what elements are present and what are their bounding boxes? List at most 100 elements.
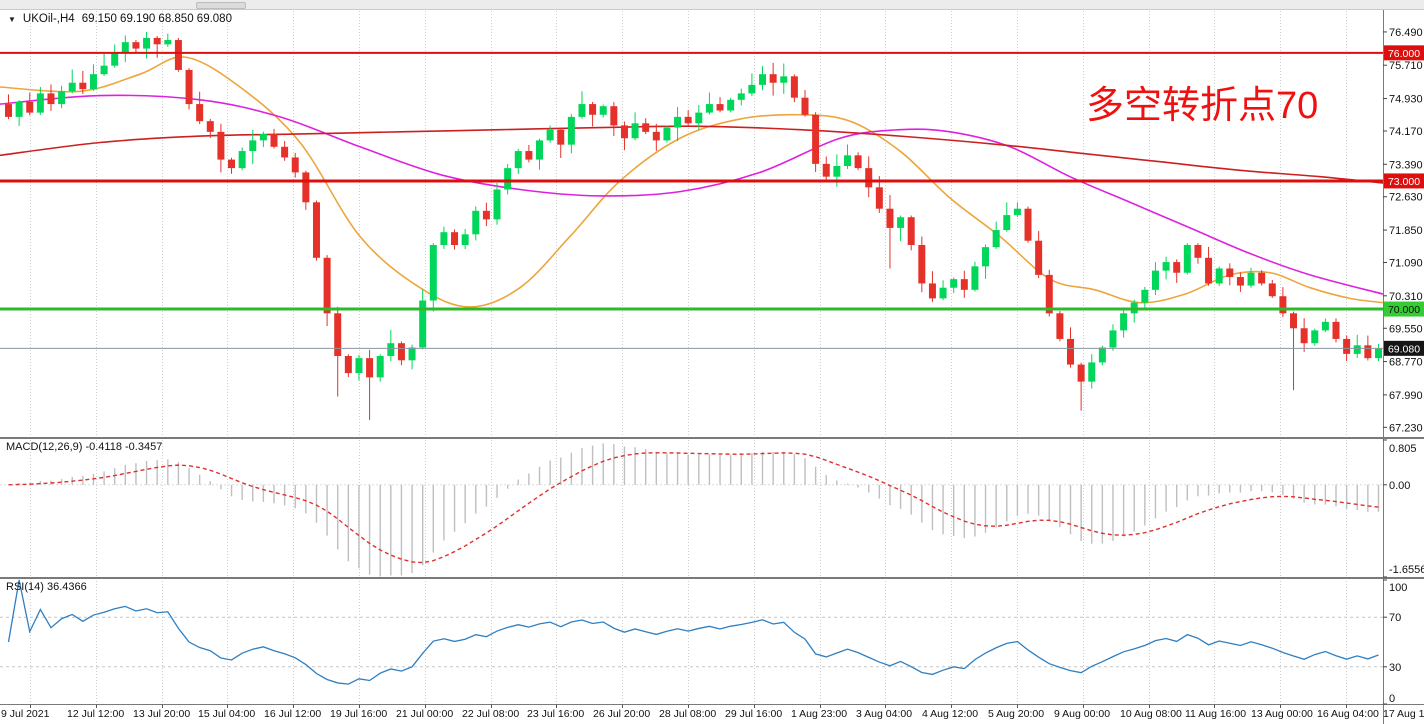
- time-axis-label: 23 Jul 16:00: [527, 708, 584, 720]
- macd-histogram: [18, 443, 1380, 577]
- candle-body: [928, 283, 936, 299]
- candle-body: [759, 74, 767, 85]
- price-badge-69.080: [1384, 340, 1424, 356]
- price-axis-label: 70.310: [1389, 291, 1423, 303]
- price-badge-label: 73.000: [1388, 176, 1420, 188]
- price-axis: 76.490 75.710 74.930 74.170 73.390 72.630 71.8…: [1383, 27, 1424, 434]
- candle-body: [121, 42, 129, 53]
- candle-body: [1045, 274, 1053, 314]
- candle-body: [833, 166, 841, 177]
- price-axis-label: 74.930: [1389, 94, 1423, 106]
- candle-body: [493, 189, 501, 220]
- candle-body: [1364, 345, 1372, 359]
- candle-body: [1003, 215, 1011, 231]
- candle-body: [36, 93, 44, 113]
- horizontal-level-lines: [0, 51, 1383, 349]
- candle-body: [291, 157, 299, 173]
- candle-body: [971, 266, 979, 290]
- candle-body: [270, 133, 278, 147]
- candle-body: [1205, 257, 1213, 284]
- candle-body: [567, 116, 575, 145]
- rsi-axis-label: 70: [1389, 612, 1401, 624]
- price-axis-label: 71.090: [1389, 258, 1423, 270]
- candle-body: [716, 104, 724, 111]
- price-badge-label: 76.000: [1388, 48, 1420, 60]
- rsi-axis-label: 0: [1389, 693, 1395, 705]
- candle-body: [217, 131, 225, 160]
- candle-body: [1215, 268, 1223, 284]
- time-axis-label: 19 Jul 16:00: [330, 708, 387, 720]
- candle-body: [1183, 244, 1191, 273]
- candle-body: [695, 112, 703, 124]
- candle-body: [419, 300, 427, 348]
- price-axis-label: 74.170: [1389, 126, 1423, 138]
- time-axis-label: 9 Jul 2021: [1, 708, 50, 720]
- pane-frame: [0, 10, 1424, 724]
- ma-mid-magenta: [0, 94, 1383, 295]
- candle-body: [1098, 347, 1106, 363]
- candle-body: [674, 116, 682, 128]
- candle-body: [939, 287, 947, 299]
- symbol-bar[interactable]: ▼ UKOil-,H4 69.150 69.190 68.850 69.080: [8, 13, 232, 25]
- price-axis-label: 67.990: [1389, 390, 1423, 402]
- macd-axis: 0.805 0.00 -1.6556: [1383, 439, 1424, 578]
- candle-body: [525, 151, 533, 160]
- price-axis-label: 75.710: [1389, 60, 1423, 72]
- macd-axis-label: -1.6556: [1389, 564, 1424, 576]
- macd-pane[interactable]: [0, 443, 1383, 577]
- candle-body: [790, 76, 798, 98]
- candle-body: [546, 129, 554, 141]
- candle-body: [620, 125, 628, 139]
- candle-body: [185, 69, 193, 105]
- candle-body: [1353, 345, 1361, 354]
- time-axis-label: 16 Aug 04:00: [1317, 708, 1379, 720]
- time-axis-label: 1 Aug 23:00: [791, 708, 847, 720]
- macd-axis-label: 0.805: [1389, 443, 1417, 455]
- candle-body: [111, 52, 119, 66]
- candle-body: [259, 133, 267, 141]
- time-axis-label: 22 Jul 08:00: [462, 708, 519, 720]
- candle-body: [865, 168, 873, 188]
- symbol-dropdown-icon[interactable]: ▼: [8, 14, 16, 24]
- price-badge-73.000: [1384, 173, 1424, 189]
- candle-body: [1300, 328, 1308, 344]
- candle-body: [1226, 268, 1234, 278]
- ma-slow-red: [0, 125, 1383, 184]
- candle-body: [132, 42, 140, 49]
- candle-body: [238, 151, 246, 169]
- candle-body: [812, 114, 820, 164]
- candle-body: [642, 123, 650, 132]
- candle-body: [429, 244, 437, 301]
- candle-body: [451, 232, 459, 245]
- candle-body: [1247, 272, 1255, 286]
- price-axis-label: 67.230: [1389, 422, 1423, 434]
- candle-body: [652, 131, 660, 141]
- candle-body: [1013, 208, 1021, 216]
- candle-body: [907, 217, 915, 245]
- candle-body: [737, 93, 745, 100]
- candle-body: [684, 116, 692, 124]
- rsi-pane[interactable]: [0, 579, 1383, 685]
- candle-body: [982, 247, 990, 267]
- toolbar-drag-handle[interactable]: [196, 2, 246, 9]
- candle-body: [1056, 313, 1064, 339]
- price-axis-label: 76.490: [1389, 27, 1423, 39]
- candle-body: [610, 106, 618, 126]
- candle-body: [89, 74, 97, 90]
- price-pane[interactable]: [0, 31, 1383, 421]
- candle-body: [323, 257, 331, 314]
- candle-body: [727, 99, 735, 111]
- time-axis-label: 17 Aug 12:00: [1383, 708, 1424, 720]
- candle-body: [1173, 262, 1181, 273]
- time-axis-label: 13 Jul 20:00: [133, 708, 190, 720]
- candle-body: [334, 313, 342, 357]
- candle-body: [1332, 321, 1340, 339]
- candle-body: [1258, 272, 1266, 284]
- time-axis-label: 28 Jul 08:00: [659, 708, 716, 720]
- candle-body: [387, 343, 395, 357]
- candle-body: [482, 210, 490, 220]
- ma-fast-orange: [0, 56, 1383, 308]
- price-badge-label: 70.000: [1388, 304, 1420, 316]
- candle-body: [355, 358, 363, 374]
